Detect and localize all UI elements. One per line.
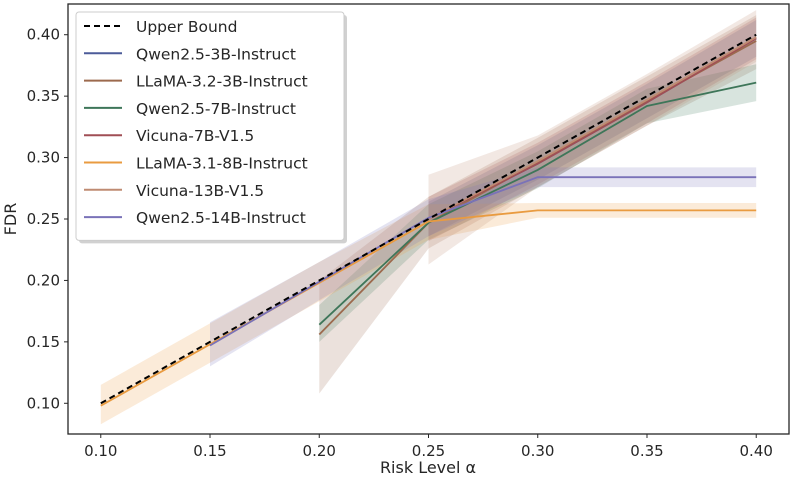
band-llama-3-2-3b-instruct [319, 15, 757, 394]
x-tick-label: 0.15 [193, 442, 226, 460]
y-tick-label: 0.25 [27, 210, 60, 228]
y-tick-label: 0.30 [27, 149, 60, 167]
line-vicuna-7b-v1-5 [428, 37, 757, 220]
y-tick-label: 0.15 [27, 333, 60, 351]
y-tick-label: 0.40 [27, 26, 60, 44]
band-vicuna-7b-v1-5 [428, 17, 757, 242]
x-axis-label: Risk Level α [380, 458, 476, 477]
y-tick-label: 0.10 [27, 394, 60, 412]
y-tick-label: 0.35 [27, 87, 60, 105]
y-axis-ticks: 0.10 0.15 0.20 0.25 0.30 0.35 0.40 [27, 26, 68, 412]
x-tick-label: 0.10 [84, 442, 117, 460]
band-qwen2-5-14b-instruct [210, 167, 757, 367]
legend-label-upper-bound: Upper Bound [136, 18, 237, 36]
legend-label-vicuna-7b-v1-5: Vicuna-7B-V1.5 [136, 127, 254, 145]
band-llama-3-1-8b-instruct [100, 203, 757, 425]
x-tick-label: 0.30 [521, 442, 554, 460]
x-tick-label: 0.20 [303, 442, 336, 460]
legend-label-qwen2-5-3b-instruct: Qwen2.5-3B-Instruct [136, 45, 296, 63]
legend-label-llama-3-1-8b-instruct: LLaMA-3.1-8B-Instruct [136, 155, 308, 173]
y-axis-label: FDR [1, 203, 20, 236]
x-axis-ticks: 0.10 0.15 0.20 0.25 0.30 0.35 0.40 [84, 434, 773, 460]
line-vicuna-13b-v1-5 [428, 36, 757, 220]
legend: Upper Bound Qwen2.5-3B-Instruct LLaMA-3.2-… [75, 11, 347, 244]
x-tick-label: 0.35 [630, 442, 663, 460]
legend-label-llama-3-2-3b-instruct: LLaMA-3.2-3B-Instruct [136, 73, 308, 91]
y-tick-label: 0.20 [27, 271, 60, 289]
legend-label-vicuna-13b-v1-5: Vicuna-13B-V1.5 [136, 182, 264, 200]
series-lines [100, 33, 757, 407]
line-qwen2-5-7b-instruct [318, 81, 757, 326]
line-llama-3-1-8b-instruct [100, 209, 757, 407]
legend-box [75, 11, 345, 241]
line-qwen2-5-14b-instruct [209, 176, 757, 347]
x-tick-label: 0.25 [412, 442, 445, 460]
legend-label-qwen2-5-7b-instruct: Qwen2.5-7B-Instruct [136, 100, 296, 118]
line-upper-bound [100, 33, 757, 405]
x-tick-label: 0.40 [740, 442, 773, 460]
legend-label-qwen2-5-14b-instruct: Qwen2.5-14B-Instruct [136, 209, 306, 227]
